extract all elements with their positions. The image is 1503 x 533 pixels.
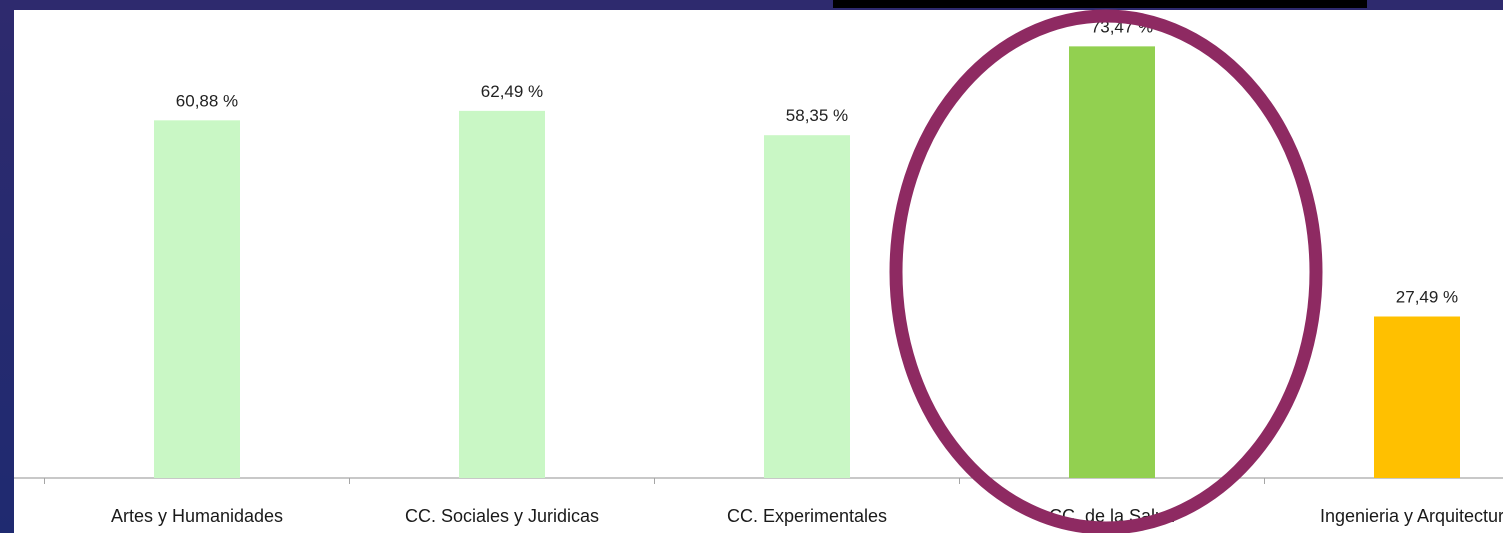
category-label: CC. Sociales y Juridicas bbox=[405, 506, 599, 526]
top-black-strip bbox=[833, 0, 1367, 8]
bar bbox=[459, 110, 545, 478]
category-label: Ingenieria y Arquitectura bbox=[1320, 506, 1503, 526]
data-label: 60,88 % bbox=[176, 91, 238, 110]
highlight-ellipse bbox=[889, 9, 1323, 533]
bar bbox=[154, 120, 240, 478]
data-label: 58,35 % bbox=[786, 106, 848, 125]
bar bbox=[1374, 316, 1460, 478]
data-label: 62,49 % bbox=[481, 82, 543, 101]
bar bbox=[1069, 46, 1155, 479]
category-label: Artes y Humanidades bbox=[111, 506, 283, 526]
bar bbox=[764, 135, 850, 478]
category-label: CC. Experimentales bbox=[727, 506, 887, 526]
data-label: 27,49 % bbox=[1396, 287, 1458, 306]
